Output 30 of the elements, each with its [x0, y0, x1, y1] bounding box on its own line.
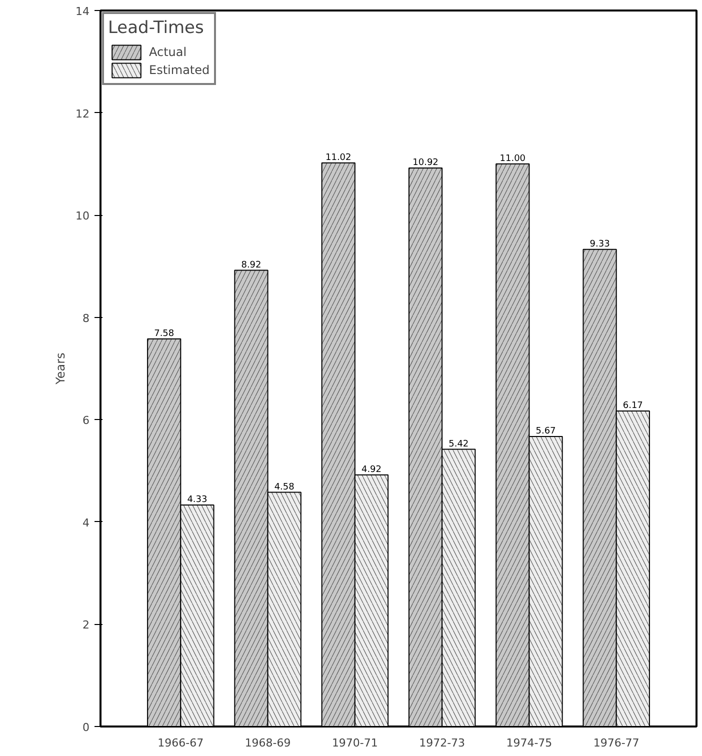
- x-tick-label: 1976-77: [593, 736, 640, 750]
- data-label: 4.92: [361, 464, 382, 475]
- data-label: 7.58: [154, 328, 174, 339]
- y-axis-title: Years: [54, 352, 68, 386]
- data-label: 11.00: [500, 154, 526, 164]
- data-label: 6.17: [622, 400, 643, 411]
- y-tick-label: 4: [82, 516, 90, 530]
- y-tick-label: 14: [76, 5, 90, 18]
- legend-title: Lead-Times: [108, 18, 205, 38]
- data-label: 11.02: [325, 152, 352, 163]
- data-label: 5.42: [448, 439, 469, 450]
- data-label: 4.33: [187, 495, 208, 506]
- y-tick-label: 8: [82, 312, 90, 325]
- y-tick-label: 12: [76, 107, 90, 120]
- y-tick-label: 2: [82, 618, 90, 632]
- x-tick-label: 1966-67: [158, 736, 204, 750]
- x-tick-label: 1970-71: [332, 736, 378, 750]
- legend-label: Actual: [149, 45, 187, 59]
- y-tick-label: 10: [76, 210, 90, 223]
- data-label: 8.92: [241, 260, 262, 270]
- x-tick-label: 1974-75: [506, 736, 552, 750]
- legend-label: Estimated: [149, 63, 210, 77]
- data-label: 5.67: [536, 426, 556, 437]
- x-tick-label: 1972-73: [419, 736, 466, 750]
- y-tick-label: 0: [82, 721, 90, 734]
- y-tick-label: 6: [82, 414, 90, 428]
- x-tick-label: 1968-69: [244, 736, 291, 750]
- data-label: 10.92: [412, 158, 438, 168]
- data-label: 9.33: [590, 239, 610, 250]
- data-label: 4.58: [274, 482, 295, 492]
